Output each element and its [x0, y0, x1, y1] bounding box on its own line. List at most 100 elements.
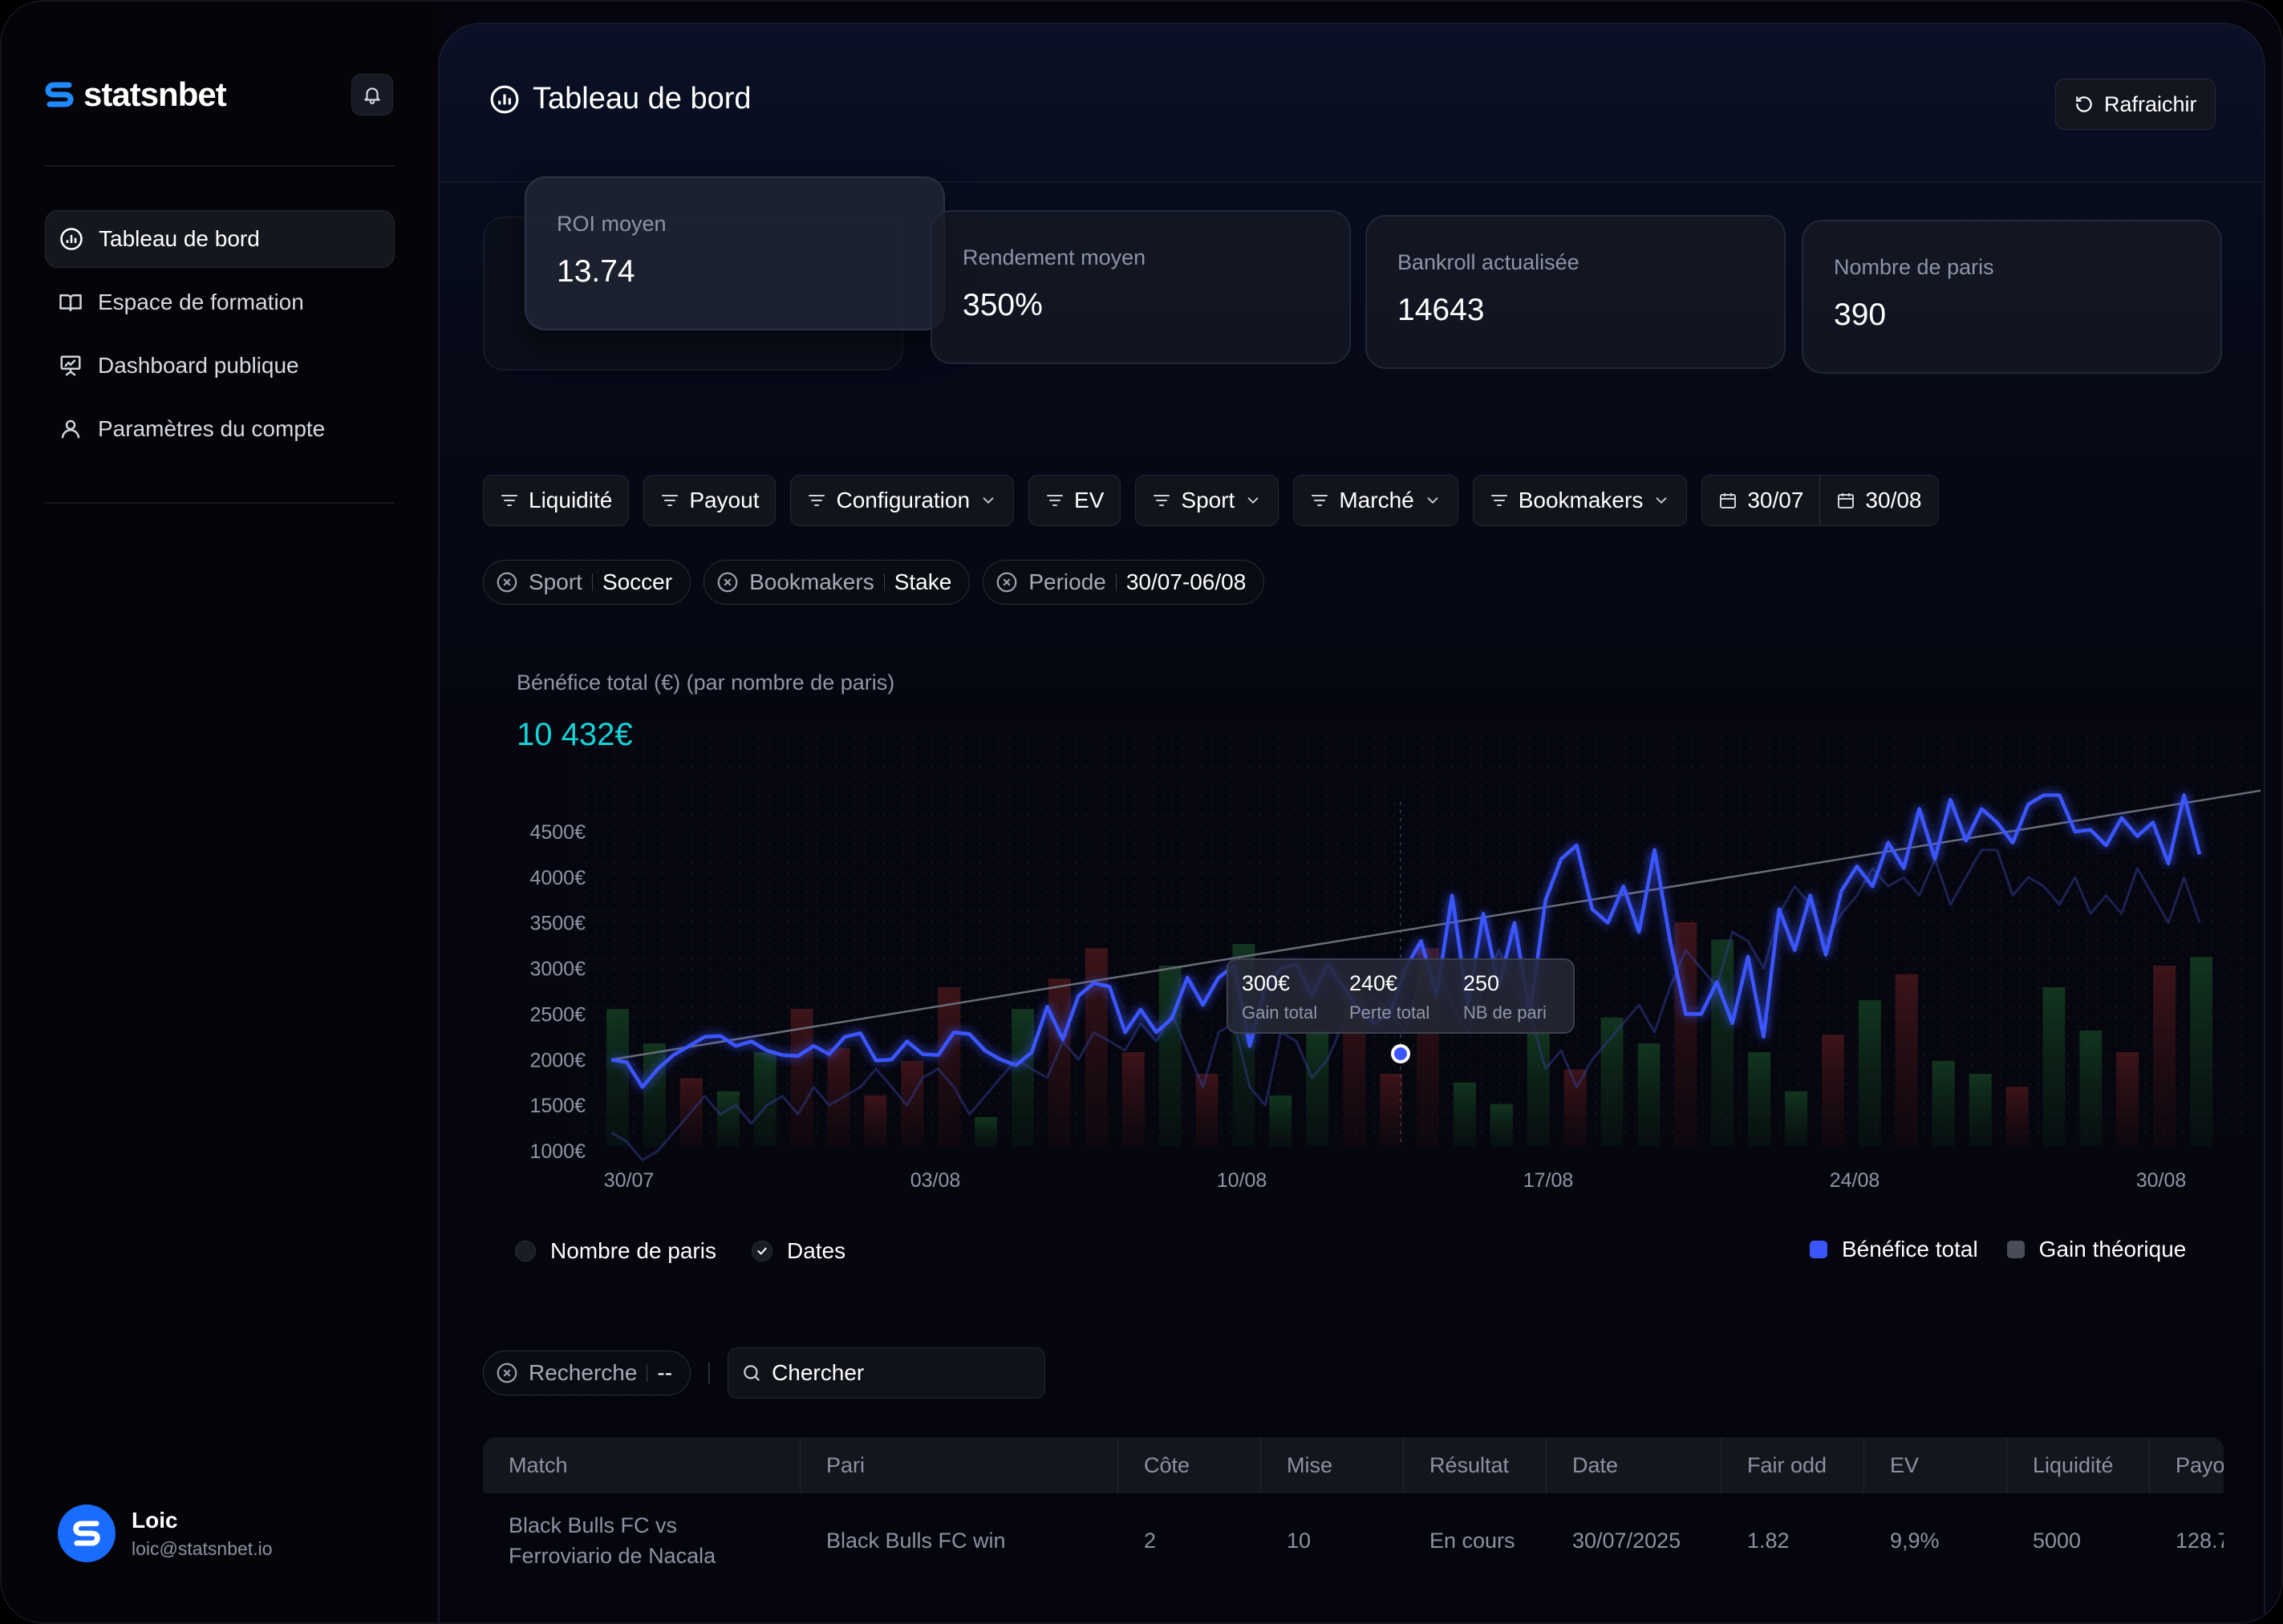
column-header-resultat[interactable]: Résultat	[1404, 1437, 1547, 1493]
volume-bar	[1600, 1017, 1624, 1147]
volume-bar	[1490, 1104, 1513, 1147]
legend-label: Bénéfice total	[1842, 1237, 1978, 1262]
chart-axis-toggle: Nombre de paris Dates	[515, 1238, 845, 1264]
bets-table: Match Pari Côte Mise Résultat Date Fair …	[483, 1437, 2224, 1588]
search-input[interactable]: Chercher	[728, 1347, 1046, 1399]
column-header-ev[interactable]: EV	[1864, 1437, 2007, 1493]
sidebar-item-dashboard-publique[interactable]: Dashboard publique	[45, 337, 395, 395]
filter-label: Payout	[689, 488, 760, 512]
column-header-payout[interactable]: Payout	[2176, 1452, 2224, 1477]
search-tag: Recherche --	[483, 1351, 691, 1395]
chart-dot-grid	[568, 723, 2253, 1140]
refresh-button[interactable]: Rafraichir	[2055, 79, 2216, 130]
table-row[interactable]: Black Bulls FC vs Ferroviario de Nacala …	[483, 1493, 2224, 1588]
date-end-button[interactable]: 30/08	[1819, 476, 1937, 525]
close-icon[interactable]	[495, 1361, 519, 1385]
close-icon[interactable]	[995, 570, 1019, 594]
cell-ev: 9,9%	[1890, 1529, 1940, 1553]
sidebar-item-parametres-du-compte[interactable]: Paramètres du compte	[45, 400, 395, 458]
stat-value: 13.74	[557, 254, 635, 289]
user-name: Loic	[132, 1507, 178, 1533]
volume-bar	[1158, 966, 1182, 1147]
volume-bar	[2190, 957, 2213, 1147]
chevron-down-icon	[1656, 497, 1667, 504]
column-header-cote[interactable]: Côte	[1118, 1437, 1261, 1493]
page-header: Tableau de bord Rafraichir	[440, 24, 2264, 183]
filter-label: Configuration	[836, 488, 971, 512]
volume-bar	[1085, 948, 1108, 1147]
toggle-nombre-de-paris[interactable]: Nombre de paris	[515, 1238, 716, 1264]
cell-liquidite: 5000	[2033, 1529, 2082, 1553]
sidebar-item-tableau-de-bord[interactable]: Tableau de bord	[45, 210, 395, 268]
stat-label: Rendement moyen	[963, 245, 1146, 269]
tooltip-label: Perte total	[1349, 1002, 1429, 1023]
filter-ev[interactable]: EV	[1028, 475, 1121, 526]
column-header-mise[interactable]: Mise	[1261, 1437, 1404, 1493]
main-panel: Tableau de bord Rafraichir ROI moyen 13.…	[438, 22, 2267, 1622]
cell-fair-odd: 1.82	[1747, 1529, 1790, 1553]
sidebar: statsnbet Tableau de bord Espace de form…	[2, 2, 438, 1622]
active-filter-periode: Periode 30/07-06/08	[983, 560, 1265, 605]
brand-logo[interactable]: statsnbet	[45, 75, 227, 114]
stat-label: Bankroll actualisée	[1397, 250, 1579, 274]
volume-bar	[1048, 978, 1071, 1147]
match-line: Ferroviario de Nacala	[509, 1544, 716, 1568]
hover-point[interactable]	[1391, 1044, 1410, 1063]
filter-bar: Liquidité Payout Configuration EV Sport	[483, 475, 1939, 526]
date-start-button[interactable]: 30/07	[1702, 476, 1819, 525]
brand-name: statsnbet	[83, 75, 227, 113]
cell-payout: 128.7	[2176, 1529, 2224, 1553]
notifications-button[interactable]	[351, 74, 393, 115]
user-email: loic@statsnbet.io	[132, 1537, 273, 1559]
stat-label: ROI moyen	[557, 212, 667, 236]
legend-benefice-total[interactable]: Bénéfice total	[1810, 1237, 1978, 1262]
filter-icon	[1154, 495, 1170, 506]
volume-bar	[1711, 939, 1734, 1147]
tag-value: --	[657, 1360, 673, 1385]
toggle-dates[interactable]: Dates	[751, 1238, 845, 1264]
filter-sport[interactable]: Sport	[1135, 475, 1279, 526]
filter-liquidite[interactable]: Liquidité	[483, 475, 630, 526]
column-header-pari[interactable]: Pari	[801, 1437, 1118, 1493]
table-header: Match Pari Côte Mise Résultat Date Fair …	[483, 1437, 2224, 1493]
y-tick-label: 4000€	[529, 867, 586, 889]
filter-payout[interactable]: Payout	[643, 475, 777, 526]
y-tick-label: 3500€	[529, 913, 586, 935]
book-icon	[58, 290, 83, 315]
tooltip-bg	[1227, 958, 1575, 1034]
column-header-fair-odd[interactable]: Fair odd	[1721, 1437, 1864, 1493]
sidebar-nav: Tableau de bord Espace de formation Dash…	[45, 210, 395, 464]
tag-key: Sport	[529, 569, 582, 594]
x-tick-label: 10/08	[1217, 1169, 1267, 1192]
legend-swatch	[2006, 1241, 2025, 1258]
column-header-liquidite[interactable]: Liquidité	[2007, 1437, 2150, 1493]
sidebar-item-espace-de-formation[interactable]: Espace de formation	[45, 273, 395, 331]
cell-mise: 10	[1287, 1529, 1312, 1553]
x-tick-label: 17/08	[1523, 1169, 1574, 1192]
refresh-icon	[2076, 96, 2092, 112]
tag-key: Recherche	[529, 1360, 638, 1385]
filter-icon	[662, 495, 679, 506]
y-tick-label: 4500€	[529, 821, 586, 844]
volume-bar	[606, 1009, 629, 1147]
radio-icon	[515, 1241, 536, 1262]
filter-bookmakers[interactable]: Bookmakers	[1472, 475, 1688, 526]
presentation-icon	[58, 353, 83, 379]
check-icon	[751, 1241, 772, 1262]
volume-bar	[975, 1117, 998, 1147]
user-profile[interactable]: Loic loic@statsnbet.io	[58, 1505, 273, 1562]
close-icon[interactable]	[495, 570, 519, 594]
volume-bar	[1932, 1060, 1955, 1147]
profit-chart[interactable]: 4500€ 4000€ 3500€ 3000€ 2500€ 2000€ 1500€ 1000€…	[440, 24, 2267, 1211]
close-icon[interactable]	[716, 570, 740, 594]
filter-icon	[1312, 495, 1328, 506]
stat-card-rendement: Rendement moyen 350%	[931, 210, 1351, 364]
column-header-date[interactable]: Date	[1547, 1437, 1721, 1493]
legend-gain-theorique[interactable]: Gain théorique	[2006, 1237, 2186, 1262]
volume-bar	[1637, 1043, 1661, 1147]
volume-bar	[790, 1009, 813, 1147]
filter-marche[interactable]: Marché	[1293, 475, 1458, 526]
filter-configuration[interactable]: Configuration	[790, 475, 1015, 526]
y-tick-label: 3000€	[529, 958, 586, 981]
column-header-match[interactable]: Match	[483, 1437, 801, 1493]
